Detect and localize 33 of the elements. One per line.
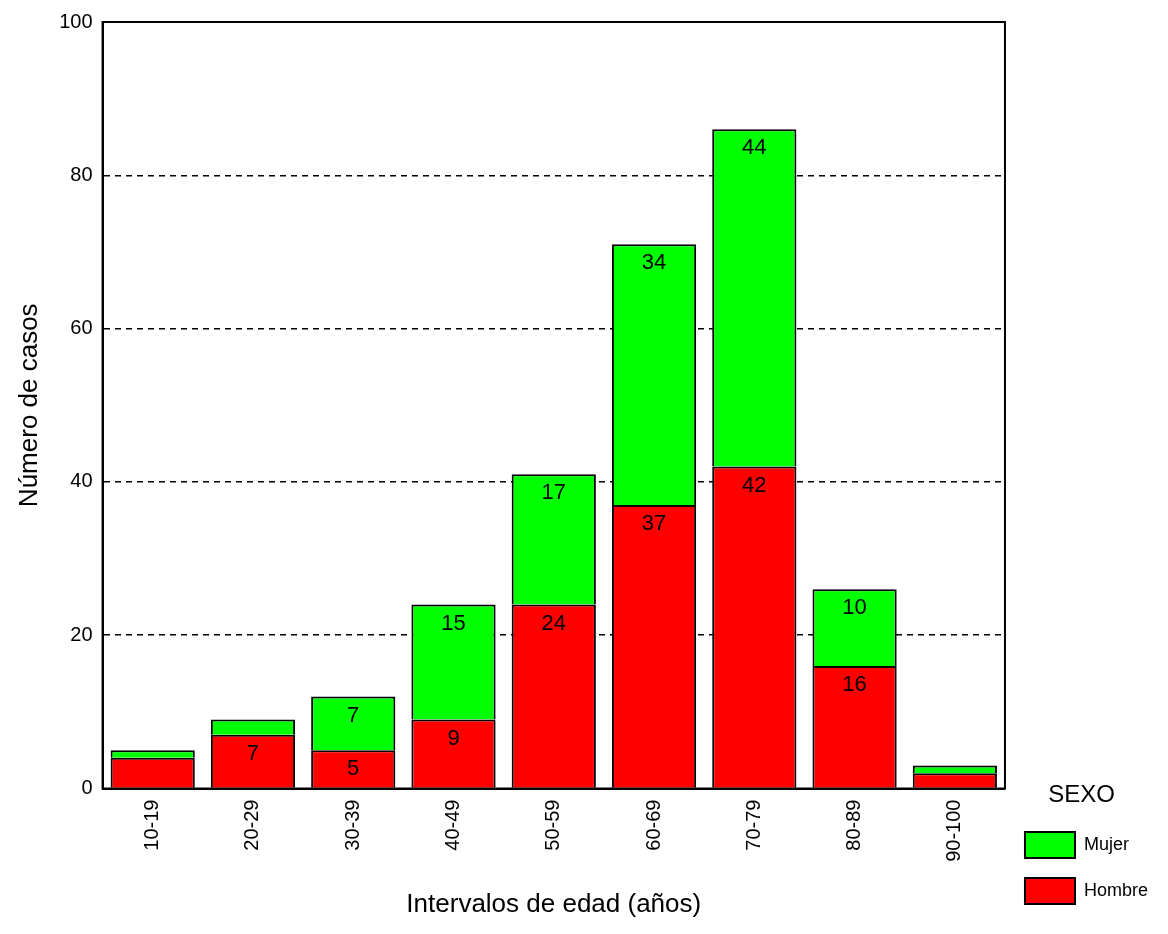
legend-label: Hombre [1083,879,1149,900]
data-label: 7 [246,739,260,765]
data-label: 10 [842,594,867,620]
data-label: 15 [441,609,466,635]
data-label: 37 [641,509,667,535]
x-tick-label: 80-89 [842,799,865,851]
data-label: 5 [347,755,360,781]
x-tick-label: 20-29 [240,799,263,851]
y-tick-label: 60 [70,316,93,339]
legend-title: SEXO [1048,779,1115,807]
data-label: 34 [641,249,667,275]
x-axis-title: Intervalos de edad (años) [406,887,702,918]
data-label: 7 [347,701,360,727]
y-tick-label: 20 [70,622,93,645]
data-label: 9 [447,724,460,750]
y-tick-label: 40 [70,469,93,492]
x-tick-label: 70-79 [741,799,764,851]
legend-label: Mujer [1083,833,1129,854]
data-label: 24 [541,609,567,635]
x-tick-label: 60-69 [641,799,664,851]
x-tick-label: 90-100 [942,799,965,862]
data-label: 17 [541,479,567,505]
y-tick-label: 80 [70,162,93,185]
data-label: 42 [742,471,767,497]
data-label: 44 [742,134,767,160]
y-tick-label: 100 [59,9,93,32]
x-tick-label: 40-49 [441,799,464,851]
x-tick-label: 10-19 [140,799,163,851]
y-tick-label: 0 [81,776,93,799]
x-tick-label: 30-39 [340,799,363,851]
data-label: 16 [842,670,867,696]
x-tick-label: 50-59 [541,799,564,851]
y-axis-title: Número de casos [12,303,43,508]
